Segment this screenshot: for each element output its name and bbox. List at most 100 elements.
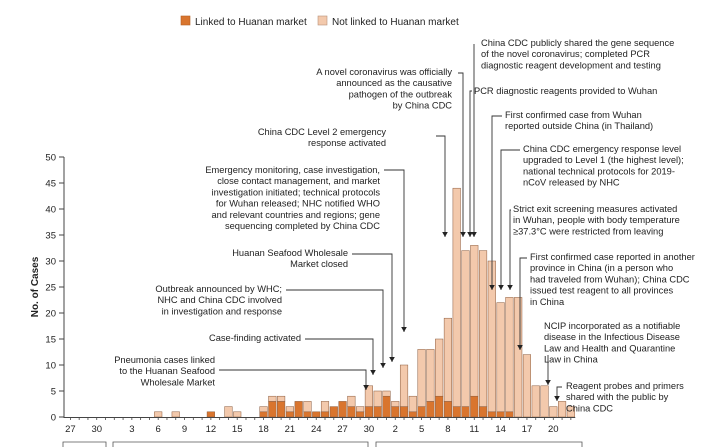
bar-not-linked: Feb 18 [531,385,540,418]
bar-linked: Jan 23 [303,411,312,418]
annotation-arrowhead [363,385,369,390]
bar-linked: Feb 6 [426,401,435,418]
bar-not-linked: Feb 9 [452,187,461,407]
bar-not-linked: Jan 30 [364,385,373,407]
bar-linked: Jan 21 [285,411,294,418]
x-tick-label: 11 [469,424,479,435]
annotation: Pneumonia cases linked to the Huanan Seaf… [114,355,369,390]
annotation-text: Outbreak announced by WHC; NHC and China … [155,284,282,316]
x-tick-label: 30 [364,424,375,435]
annotation-text: Case-finding activated [209,333,301,343]
annotation-arrowhead [370,370,376,375]
bar-linked: Jan 31 [373,406,382,418]
annotation-text: Pneumonia cases linked to the Huanan Seaf… [114,355,215,387]
x-tick-label: 5 [419,424,424,435]
annotation-leader-line [458,72,464,237]
y-tick-label: 15 [45,334,56,345]
annotations: China CDC publicly shared the gene seque… [114,38,695,413]
annotation-text: A novel coronavirus was officially announ… [316,67,452,111]
bar-linked: Jan 29 [356,411,365,418]
annotation-leader-line [500,149,520,290]
y-tick-label: 20 [45,308,56,319]
x-tick-label: 27 [65,424,76,435]
bar-linked: Jan 19 [268,401,277,418]
x-tick-label: 18 [258,424,269,435]
legend-label-not-linked: Not linked to Huanan market [332,17,459,28]
bar-not-linked: Feb 12 [479,250,488,407]
bar-linked: Feb 3 [399,406,409,418]
bar-linked: Jan 12 [206,411,215,418]
bar-not-linked: Jan 8 [171,411,180,418]
annotation-leader-line [352,253,393,362]
annotation-arrowhead [498,285,504,290]
legend-swatch-not-linked [317,15,328,26]
annotation-arrowhead [460,232,466,237]
bar-linked: Feb 13 [487,411,496,418]
x-tick-label: 6 [156,424,161,435]
x-tick-label: 30 [91,424,102,435]
x-tick-label: 15 [232,424,243,435]
x-axis: 27 30 3 6 9 12 15 18 21 24 27 30 2 5 8 11 14 17 20 [62,417,583,447]
annotation-leader-line [519,257,527,350]
y-tick-label: 25 [45,282,56,293]
y-tick-label: 50 [45,152,56,163]
bar-not-linked: Feb 16 [514,297,523,418]
bar-not-linked: Jan 20 [277,395,286,402]
x-tick-label: 27 [337,424,348,435]
bar-not-linked: Feb 2 [391,401,400,407]
bar-linked: Jan 27 [338,401,347,418]
x-tick-label: 14 [495,424,506,435]
bar-not-linked: Feb 5 [417,349,426,407]
y-tick-label: 10 [45,360,56,371]
bar-linked: Feb 10 [461,406,470,418]
annotation-arrowhead [467,232,473,237]
annotation-leader-line [469,90,472,237]
bar-not-linked: Feb 15 [505,297,514,413]
annotation-arrowhead [442,232,448,237]
annotation-text: China CDC Level 2 emergency response acti… [258,127,387,148]
annotation-arrowhead [401,327,407,332]
y-tick-label: 5 [51,386,56,397]
bar-not-linked: Feb 4 [408,395,417,413]
annotation-leader-line [305,338,374,375]
bar-linked: Jan 18 [259,411,268,418]
annotation-arrowhead [545,380,551,385]
bar-linked: Feb 5 [417,406,426,418]
bar-not-linked: Jan 25 [320,401,330,413]
annotation-text: First confirmed case reported in another… [530,252,695,307]
annotation-leader-line [509,209,511,290]
y-tick-label: 30 [45,256,56,267]
bar-not-linked: Jan 19 [268,395,277,402]
bar-linked: Feb 15 [505,411,514,418]
annotation-arrowhead [389,357,395,362]
x-tick-label: 24 [311,424,322,435]
legend-swatch-linked [180,15,191,26]
x-tick-label: 2 [393,424,398,435]
annotation: Outbreak announced by WHC; NHC and China … [155,284,386,368]
bar-linked: Feb 4 [408,411,417,418]
y-tick-label: 40 [45,204,56,215]
x-tick-label: 17 [522,424,533,435]
x-tick-label: 8 [445,424,450,435]
annotation-text: Strict exit screening measures activated… [513,204,680,236]
annotation-arrowhead [507,285,513,290]
bar-not-linked: Jan 29 [356,406,365,413]
bar-linked: Feb 7 [435,395,444,418]
annotation-leader-line [384,169,405,332]
annotation-text: Reagent probes and primers shared with th… [566,381,684,413]
bar-linked: Jan 22 [294,401,303,418]
annotation-arrowhead [517,345,523,350]
x-tick-label: 9 [182,424,187,435]
annotation: China CDC publicly shared the gene seque… [471,38,674,237]
bar-linked: Feb 2 [391,406,400,418]
annotation: First confirmed case from Wuhan reported … [489,110,653,290]
annotation-text: China CDC publicly shared the gene seque… [481,38,674,70]
annotation-leader-line [286,289,384,368]
bar-not-linked: Feb 10 [461,250,470,407]
bar-linked: Jan 28 [347,406,356,418]
bar-not-linked: Feb 7 [435,338,444,397]
bar-not-linked: Jan 14 [224,406,233,418]
annotation-text: PCR diagnostic reagents provided to Wuha… [474,86,657,96]
annotation: Strict exit screening measures activated… [507,204,680,290]
legend: Linked to Huanan market Not linked to Hu… [180,15,459,28]
